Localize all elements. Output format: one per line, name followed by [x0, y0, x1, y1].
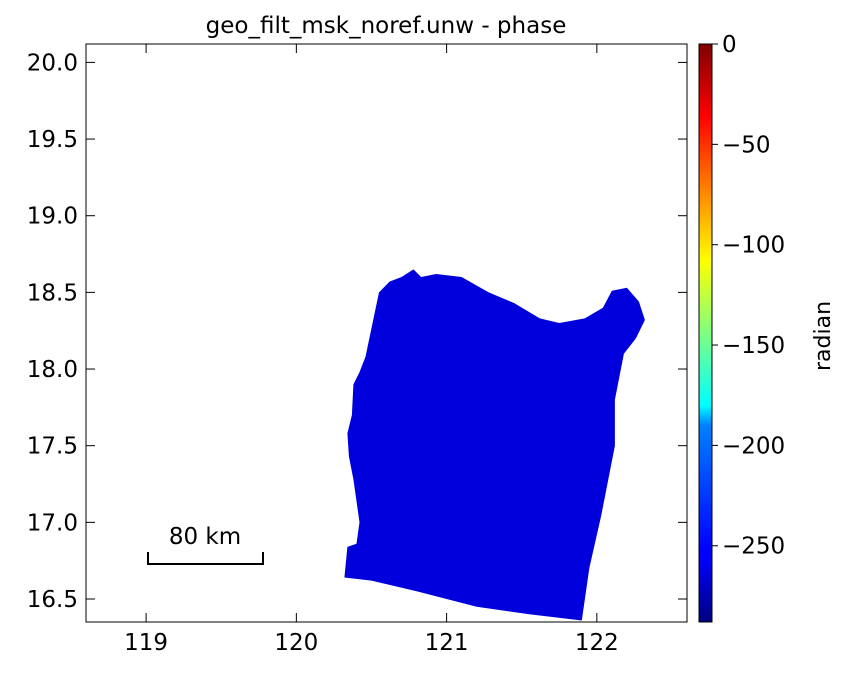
colorbar-tick-label: 0 — [722, 32, 737, 58]
y-tick-label: 16.5 — [27, 587, 78, 613]
x-tick-label: 122 — [575, 630, 619, 656]
y-axis: 16.5 17.0 17.5 18.0 18.5 19.0 19.5 20.0 — [27, 50, 687, 613]
y-tick-label: 17.5 — [27, 434, 78, 460]
colorbar-tick-label: −250 — [722, 534, 785, 560]
x-axis: 119 120 121 122 — [124, 44, 619, 656]
colorbar-label: radian — [811, 301, 836, 371]
y-tick-label: 19.0 — [27, 204, 78, 230]
y-tick-label: 17.0 — [27, 510, 78, 536]
colorbar: 0 −50 −100 −150 −200 −250 radian — [698, 32, 836, 623]
colorbar-tick-label: −50 — [722, 132, 771, 158]
chart-title: geo_filt_msk_noref.unw - phase — [206, 13, 567, 39]
colorbar-tick-label: −150 — [722, 333, 785, 359]
colorbar-tick-label: −200 — [722, 433, 785, 459]
y-tick-label: 18.0 — [27, 357, 78, 383]
scale-bar: 80 km — [147, 524, 264, 565]
colorbar-ticks: 0 −50 −100 −150 −200 −250 — [712, 32, 785, 560]
x-tick-label: 120 — [274, 630, 318, 656]
colorbar-gradient — [698, 43, 713, 623]
plot-frame — [85, 43, 688, 623]
data-region-layer — [344, 269, 645, 621]
x-tick-label: 121 — [425, 630, 469, 656]
colorbar-tick-label: −100 — [722, 233, 785, 259]
y-tick-label: 20.0 — [27, 50, 78, 76]
y-tick-label: 18.5 — [27, 280, 78, 306]
phase-region — [344, 269, 645, 621]
scale-bar-label: 80 km — [169, 524, 241, 550]
y-tick-label: 19.5 — [27, 127, 78, 153]
x-tick-label: 119 — [124, 630, 168, 656]
